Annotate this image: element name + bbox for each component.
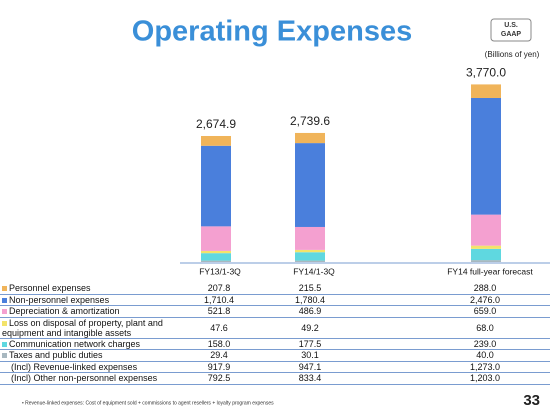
bar-segment — [201, 253, 231, 261]
table-cell: 947.1 — [260, 361, 360, 373]
bar-segment — [471, 260, 501, 262]
bar-segment — [471, 214, 501, 246]
total-label: 2,739.6 — [290, 114, 330, 128]
bar-segment — [471, 84, 501, 98]
table-row: Non-personnel expenses 1,710.4 1,780.4 2,47… — [0, 294, 550, 306]
chart-title: Operating Expenses — [132, 16, 412, 48]
table-row: Loss on disposal of property, plant and … — [0, 317, 550, 339]
row-label: Depreciation & amortization — [0, 305, 178, 318]
total-label: 3,770.0 — [466, 66, 506, 80]
bar-segment — [295, 226, 325, 250]
bar-segment — [295, 132, 325, 144]
bar-segment — [295, 252, 325, 261]
bar-segment — [201, 145, 231, 227]
legend-label: Communication network charges — [9, 338, 141, 349]
bar-segment — [295, 143, 325, 227]
table-cell: 917.9 — [178, 361, 260, 373]
table-cell: 2,476.0 — [420, 294, 550, 306]
bar-segment — [201, 226, 231, 251]
legend-label: Depreciation & amortization — [9, 306, 120, 317]
row-label: Taxes and public duties — [0, 349, 178, 362]
legend-swatch — [2, 297, 7, 303]
table-cell — [360, 305, 420, 318]
table-cell: 207.8 — [178, 283, 260, 295]
table-cell: 792.5 — [178, 372, 260, 385]
row-label: Communication network charges — [0, 338, 178, 350]
table-row: Depreciation & amortization 521.8 486.9 659… — [0, 305, 550, 318]
bar-segment — [201, 135, 231, 146]
table-row: (Incl) Revenue-linked expenses 917.9 947.1… — [0, 361, 550, 373]
table-cell: 68.0 — [420, 317, 550, 339]
table-row: Taxes and public duties 29.4 30.1 40.0 — [0, 349, 550, 362]
row-name: (Incl) Revenue-linked expenses — [11, 361, 138, 372]
row-label: Personnel expenses — [0, 283, 178, 295]
bar-segment — [295, 260, 325, 262]
row-name: (Incl) Other non-personnel expenses — [11, 373, 158, 384]
bar-segment — [201, 250, 231, 254]
table-cell: 486.9 — [260, 305, 360, 318]
table-cell — [360, 349, 420, 362]
table-cell: 239.0 — [420, 338, 550, 350]
legend-label: Loss on disposal of property, plant and … — [2, 317, 163, 338]
legend-swatch — [2, 353, 7, 359]
legend-swatch — [2, 341, 7, 347]
row-label: Non-personnel expenses — [0, 294, 178, 306]
legend-label: Non-personnel expenses — [9, 294, 110, 305]
bar-segment — [295, 249, 325, 253]
row-label: (Incl) Other non-personnel expenses — [0, 372, 178, 385]
table-cell: 30.1 — [260, 349, 360, 362]
table-cell: 1,273.0 — [420, 361, 550, 373]
table-row: Personnel expenses 207.8 215.5 288.0 — [0, 283, 550, 295]
table-row: Communication network charges 158.0 177.5 2… — [0, 338, 550, 350]
badge: U.S. — [504, 22, 518, 29]
table-cell: 47.6 — [178, 317, 260, 339]
badge-box — [490, 18, 532, 42]
table-cell: 177.5 — [260, 338, 360, 350]
table-row: (Incl) Other non-personnel expenses 792.5… — [0, 372, 550, 385]
table-cell: 40.0 — [420, 349, 550, 362]
table-cell — [360, 294, 420, 306]
table-cell: 49.2 — [260, 317, 360, 339]
legend-swatch — [2, 320, 7, 326]
data-table: Personnel expenses 207.8 215.5 288.0 Non-per… — [0, 283, 550, 385]
table-cell: 1,203.0 — [420, 372, 550, 385]
bar-segment — [471, 245, 501, 249]
footnote: • Revenue-linked expenses: Cost of equip… — [22, 400, 274, 406]
table-cell — [360, 361, 420, 373]
legend-label: Personnel expenses — [9, 283, 91, 294]
table-cell: 833.4 — [260, 372, 360, 385]
table-cell — [360, 338, 420, 350]
legend-swatch — [2, 309, 7, 315]
table-cell — [360, 283, 420, 295]
badge: GAAP — [501, 31, 522, 38]
bar-segment — [201, 260, 231, 262]
bar-segment — [471, 97, 501, 215]
table-cell — [360, 317, 420, 339]
table-cell: 288.0 — [420, 283, 550, 295]
table-cell: 521.8 — [178, 305, 260, 318]
total-label: 2,674.9 — [196, 117, 236, 131]
table-cell: 158.0 — [178, 338, 260, 350]
table-cell: 215.5 — [260, 283, 360, 295]
unit-label: (Billions of yen) — [485, 50, 540, 59]
row-label: Loss on disposal of property, plant and … — [0, 317, 178, 339]
legend-swatch — [2, 286, 7, 292]
table-body: Personnel expenses 207.8 215.5 288.0 Non-per… — [0, 283, 550, 385]
page-number: 33 — [523, 392, 540, 409]
x-tick-label: FY13/1-3Q — [199, 266, 241, 276]
table-cell — [360, 372, 420, 385]
x-tick-label: FY14 full-year forecast — [447, 266, 533, 276]
row-label: (Incl) Revenue-linked expenses — [0, 361, 178, 373]
table-cell: 1,710.4 — [178, 294, 260, 306]
table-cell: 29.4 — [178, 349, 260, 362]
x-tick-label: FY14/1-3Q — [293, 266, 335, 276]
bar-segment — [471, 248, 501, 261]
table-cell: 1,780.4 — [260, 294, 360, 306]
table-cell: 659.0 — [420, 305, 550, 318]
legend-label: Taxes and public duties — [9, 350, 103, 361]
